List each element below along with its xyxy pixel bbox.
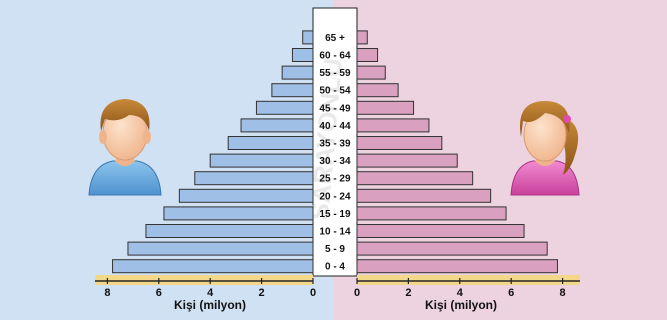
female-bar-12 bbox=[356, 48, 379, 62]
female-bar-13 bbox=[356, 30, 368, 45]
female-bar-2 bbox=[356, 224, 525, 238]
age-label-11: 55 - 59 bbox=[319, 68, 351, 79]
female-bar-1 bbox=[356, 241, 548, 256]
male-bar-11 bbox=[281, 65, 314, 80]
male-bar-6 bbox=[209, 153, 314, 168]
age-group-labels: 0 - 4 5 - 9 10 - 14 15 - 19 20 - 24 25 - 29 30… bbox=[319, 33, 351, 273]
age-label-9: 45 - 49 bbox=[319, 103, 351, 114]
male-bar-5 bbox=[194, 171, 314, 186]
age-label-column bbox=[312, 7, 358, 277]
age-label-4: 20 - 24 bbox=[319, 191, 351, 202]
male-bar-2 bbox=[145, 224, 314, 238]
female-axis-band bbox=[357, 275, 580, 285]
male-bar-7 bbox=[227, 136, 314, 150]
female-bar-7 bbox=[356, 136, 443, 150]
male-bar-10 bbox=[271, 83, 314, 98]
male-tick-label-0: 8 bbox=[104, 287, 110, 299]
female-bar-5 bbox=[356, 171, 474, 186]
male-bar-12 bbox=[291, 48, 314, 62]
male-bar-0 bbox=[112, 259, 314, 274]
female-bar-11 bbox=[356, 65, 386, 80]
male-bar-4 bbox=[178, 188, 314, 203]
age-label-3: 15 - 19 bbox=[319, 209, 351, 220]
female-x-axis-label: Kişi (milyon) bbox=[425, 298, 497, 312]
female-tick-label-0: 0 bbox=[354, 287, 360, 299]
female-bar-0 bbox=[356, 259, 558, 274]
age-label-5: 25 - 29 bbox=[319, 174, 351, 185]
age-label-10: 50 - 54 bbox=[319, 86, 351, 97]
age-label-1: 5 - 9 bbox=[325, 244, 345, 255]
male-axis-band bbox=[95, 275, 313, 285]
age-label-12: 60 - 64 bbox=[319, 51, 351, 62]
age-label-6: 30 - 34 bbox=[319, 156, 351, 167]
female-bar-9 bbox=[356, 100, 415, 115]
male-bars bbox=[112, 30, 314, 274]
female-tick-label-1: 2 bbox=[405, 287, 411, 299]
female-bar-8 bbox=[356, 118, 430, 133]
age-label-8: 40 - 44 bbox=[319, 121, 351, 132]
female-tick-label-3: 6 bbox=[508, 287, 514, 299]
age-label-7: 35 - 39 bbox=[319, 139, 351, 150]
male-tick-label-4: 0 bbox=[310, 287, 316, 299]
male-bar-1 bbox=[127, 241, 314, 256]
male-tick-label-2: 4 bbox=[207, 287, 214, 299]
female-avatar-icon bbox=[510, 101, 580, 196]
female-bar-3 bbox=[356, 206, 507, 221]
male-bar-8 bbox=[240, 118, 314, 133]
male-avatar-icon bbox=[88, 99, 162, 196]
age-label-0: 0 - 4 bbox=[325, 262, 345, 273]
male-x-axis-label: Kişi (milyon) bbox=[174, 298, 246, 312]
male-tick-label-1: 6 bbox=[156, 287, 162, 299]
male-bar-3 bbox=[163, 206, 314, 221]
female-bars bbox=[356, 30, 558, 274]
male-bar-13 bbox=[302, 30, 314, 45]
age-label-2: 10 - 14 bbox=[319, 227, 351, 238]
male-bar-9 bbox=[255, 100, 314, 115]
female-bar-10 bbox=[356, 83, 399, 98]
female-bar-6 bbox=[356, 153, 458, 168]
female-bar-4 bbox=[356, 188, 492, 203]
male-tick-label-3: 2 bbox=[259, 287, 265, 299]
female-x-ticks: 0 2 4 6 8 bbox=[354, 278, 566, 299]
age-label-13: 65 + bbox=[325, 33, 345, 44]
male-x-ticks: 8 6 4 2 0 bbox=[104, 278, 316, 299]
female-tick-label-4: 8 bbox=[560, 287, 566, 299]
female-tick-label-2: 4 bbox=[457, 287, 464, 299]
